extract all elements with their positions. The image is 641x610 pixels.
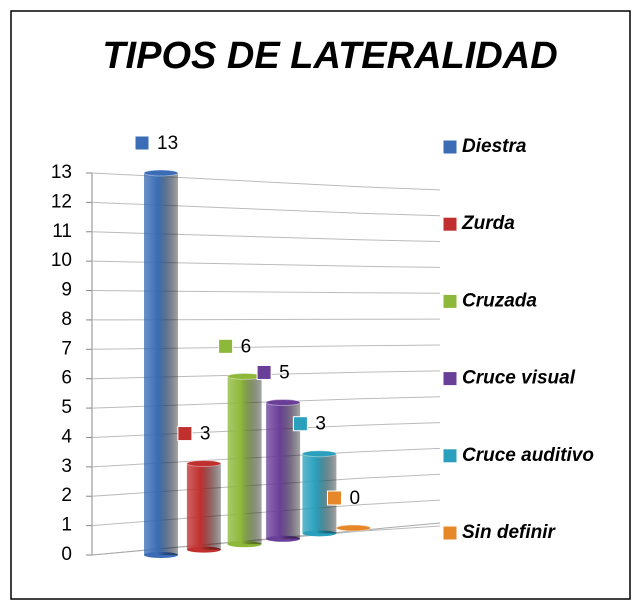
- grid-line: [91, 172, 441, 191]
- value-label: 3: [200, 424, 211, 445]
- bar: [227, 376, 262, 545]
- value-key: [134, 135, 150, 151]
- grid-line: [91, 260, 441, 268]
- y-tick-label: 4: [61, 426, 72, 447]
- legend-label: Zurda: [461, 213, 515, 234]
- value-label: 3: [315, 414, 326, 435]
- y-tick-label: 9: [61, 280, 72, 301]
- value-label: 6: [241, 336, 252, 357]
- legend-label: Sin definir: [462, 522, 557, 543]
- bar-top: [186, 460, 222, 468]
- y-tick-label: 10: [51, 250, 72, 271]
- grid-line: [91, 290, 441, 294]
- value-key: [292, 416, 308, 432]
- value-key: [327, 490, 342, 506]
- legend-swatch: [442, 525, 458, 541]
- value-key: [218, 338, 234, 354]
- value-key: [256, 364, 272, 380]
- legend-swatch: [442, 371, 458, 387]
- bar-top: [336, 524, 371, 532]
- grid-line: [91, 499, 441, 527]
- value-label: 0: [350, 488, 361, 509]
- grid-line: [91, 370, 441, 380]
- legend-swatch: [442, 448, 458, 464]
- y-tick-label: 6: [61, 368, 72, 389]
- grid-line: [91, 318, 441, 321]
- grid-line: [91, 231, 441, 243]
- y-tick-label: 2: [61, 485, 72, 506]
- bar-top: [301, 450, 337, 458]
- y-tick-label: 5: [61, 397, 72, 418]
- legend-swatch: [442, 216, 458, 232]
- grid-line: [91, 344, 441, 350]
- legend-label: Cruzada: [462, 290, 537, 311]
- y-tick-label: 7: [61, 338, 72, 359]
- legend-label: Cruce auditivo: [462, 445, 594, 466]
- y-tick-label: 3: [61, 456, 72, 477]
- value-label: 13: [157, 133, 178, 154]
- value-label: 5: [279, 362, 290, 383]
- grid-line: [91, 447, 441, 468]
- bar: [144, 173, 178, 555]
- chart-title: TIPOS DE LATERALIDAD: [102, 35, 557, 77]
- grid-line: [91, 201, 441, 217]
- y-tick-label: 8: [61, 309, 72, 330]
- bar-top: [227, 372, 263, 380]
- grid-line: [91, 473, 441, 497]
- y-tick-label: 11: [52, 221, 72, 242]
- value-key: [177, 426, 193, 442]
- bar: [186, 463, 221, 550]
- y-tick-label: 0: [61, 544, 72, 565]
- y-tick-label: 13: [51, 162, 72, 183]
- bar-top: [265, 398, 301, 406]
- y-tick-label: 1: [61, 515, 72, 536]
- legend-swatch: [442, 139, 458, 155]
- y-tick-label: 12: [51, 191, 72, 212]
- grid-line: [91, 396, 441, 409]
- bar-top: [143, 169, 179, 177]
- legend-label: Cruce visual: [462, 368, 576, 389]
- legend-label: Diestra: [462, 136, 527, 157]
- legend-swatch: [442, 293, 458, 309]
